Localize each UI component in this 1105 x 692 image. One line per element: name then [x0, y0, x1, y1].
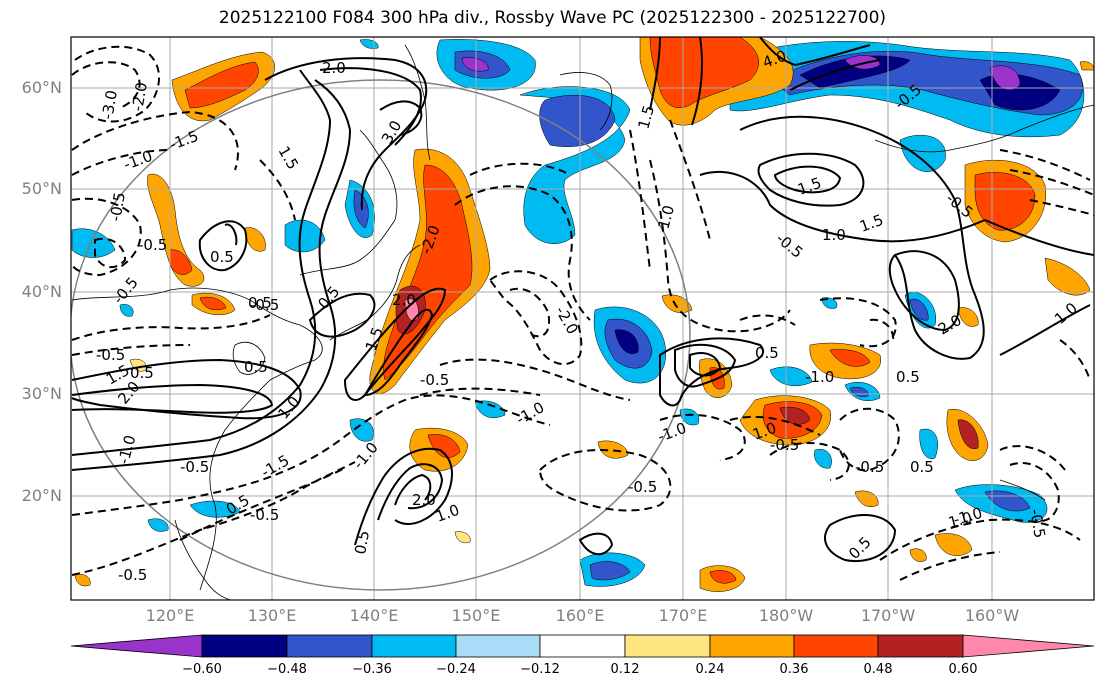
- lon-label-170w: 170°W: [860, 606, 916, 625]
- colorbar-tick-label: −0.12: [520, 662, 560, 677]
- lon-label-140e: 140°E: [349, 606, 399, 625]
- lat-label-60n: 60°N: [21, 78, 62, 97]
- contour-label: 0.5: [130, 364, 154, 382]
- contour-label: 1.0: [654, 203, 678, 231]
- map-title: 2025122100 F084 300 hPa div., Rossby Wav…: [218, 8, 887, 28]
- contour-label: 0.5: [351, 529, 373, 556]
- contour-label: -3.0: [98, 89, 121, 121]
- colorbar-extend-high: [962, 634, 1095, 658]
- lon-label-180w: 180°W: [758, 606, 814, 625]
- lon-label-130e: 130°E: [247, 606, 297, 625]
- contour-label: -0.5: [1026, 508, 1049, 540]
- lon-label-120e: 120°E: [145, 606, 195, 625]
- contour-label: -0.5: [180, 458, 209, 476]
- contour-label: 1.5: [634, 103, 658, 131]
- colorbar-segment: [201, 634, 288, 658]
- colorbar-tick-label: 0.24: [695, 662, 725, 677]
- contour-label: 2.0: [322, 59, 346, 77]
- contour-label: 0.5: [248, 294, 272, 312]
- contour-label: 2.0: [412, 491, 436, 509]
- contour-label: 0.5: [755, 344, 779, 362]
- colorbar-extend-low: [70, 634, 203, 658]
- contour-label: -0.5: [96, 346, 125, 364]
- lon-label-170e: 170°E: [658, 606, 708, 625]
- contour-label: 2.0: [392, 291, 416, 309]
- colorbar-segment: [877, 634, 964, 658]
- plot-frame: [70, 36, 1095, 601]
- coastlines: [71, 44, 1094, 600]
- negative-shading: [71, 39, 1085, 587]
- colorbar-segment: [539, 634, 626, 658]
- colorbar-tick-label: 0.60: [948, 662, 978, 677]
- colorbar-tick-label: −0.36: [352, 662, 392, 677]
- contour-label: -0.5: [250, 506, 279, 524]
- contour-label: -2.0: [128, 81, 151, 113]
- colorbar-segment: [793, 634, 879, 658]
- contour-label: 1.0: [822, 226, 846, 244]
- positive-shading: [74, 37, 1094, 592]
- lat-label-20n: 20°N: [21, 486, 62, 505]
- contour-label: -0.5: [250, 296, 279, 314]
- focus-circle: [71, 79, 691, 591]
- contour-label: -0.5: [628, 478, 657, 496]
- colorbar-segment: [624, 634, 711, 658]
- contour-label: -0.5: [855, 458, 884, 476]
- contour-label: -0.5: [770, 436, 799, 454]
- colorbar-tick-label: −0.48: [267, 662, 307, 677]
- lon-label-150e: 150°E: [451, 606, 501, 625]
- colorbar-segment: [455, 634, 541, 658]
- colorbar-tick-label: −0.24: [436, 662, 476, 677]
- contour-label: 0.5: [210, 248, 234, 266]
- colorbar-segment: [371, 634, 457, 658]
- lon-label-160w: 160°W: [964, 606, 1020, 625]
- colorbar-segment: [286, 634, 373, 658]
- graticule: [71, 37, 1094, 600]
- colorbar-segment: [709, 634, 795, 658]
- lat-label-50n: 50°N: [21, 179, 62, 198]
- lat-label-40n: 40°N: [21, 282, 62, 301]
- lat-label-30n: 30°N: [21, 384, 62, 403]
- contour-label: -0.5: [138, 236, 167, 254]
- lon-label-160e: 160°E: [555, 606, 605, 625]
- colorbar-tick-label: 0.48: [863, 662, 893, 677]
- contour-label: 0.5: [910, 458, 934, 476]
- contour-label: -0.5: [118, 566, 147, 584]
- colorbar: [70, 634, 1095, 658]
- contour-label: -1.0: [805, 368, 834, 386]
- contour-label: -0.5: [106, 191, 129, 223]
- contour-label: 0.5: [244, 358, 268, 376]
- colorbar-tick-label: 0.12: [610, 662, 640, 677]
- positive-contours: [71, 37, 1094, 563]
- negative-contours: [71, 45, 1094, 581]
- colorbar-tick-label: 0.36: [779, 662, 809, 677]
- contour-label: -0.5: [420, 371, 449, 389]
- contour-label: 0.5: [896, 368, 920, 386]
- contour-label: 1.0: [946, 508, 974, 532]
- colorbar-tick-label: −0.60: [182, 662, 222, 677]
